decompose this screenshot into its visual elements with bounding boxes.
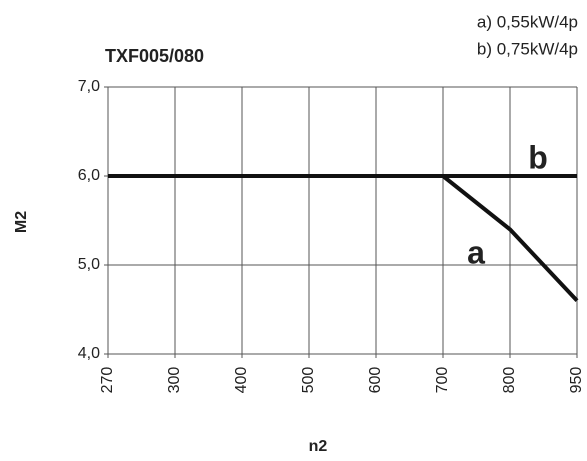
x-tick-label: 270 [99, 367, 116, 394]
y-tick-label: 5,0 [78, 256, 100, 273]
series-label: a [467, 234, 485, 270]
x-tick-label: 300 [166, 367, 183, 394]
legend-note: a) 0,55kW/4p [477, 12, 578, 31]
x-tick-label: 500 [300, 367, 317, 394]
y-axis-label: M2 [13, 211, 30, 233]
x-tick-label: 700 [434, 367, 451, 394]
y-tick-label: 4,0 [78, 345, 100, 362]
series-label: b [528, 139, 548, 175]
x-tick-label: 400 [233, 367, 250, 394]
x-tick-label: 800 [501, 367, 518, 394]
x-tick-label: 950 [568, 367, 585, 394]
chart-title: TXF005/080 [105, 46, 204, 66]
x-axis-label: n2 [309, 438, 328, 455]
legend-note: b) 0,75kW/4p [477, 39, 578, 58]
y-tick-label: 6,0 [78, 167, 100, 184]
x-tick-label: 600 [367, 367, 384, 394]
y-tick-label: 7,0 [78, 78, 100, 95]
series-line [108, 174, 579, 302]
